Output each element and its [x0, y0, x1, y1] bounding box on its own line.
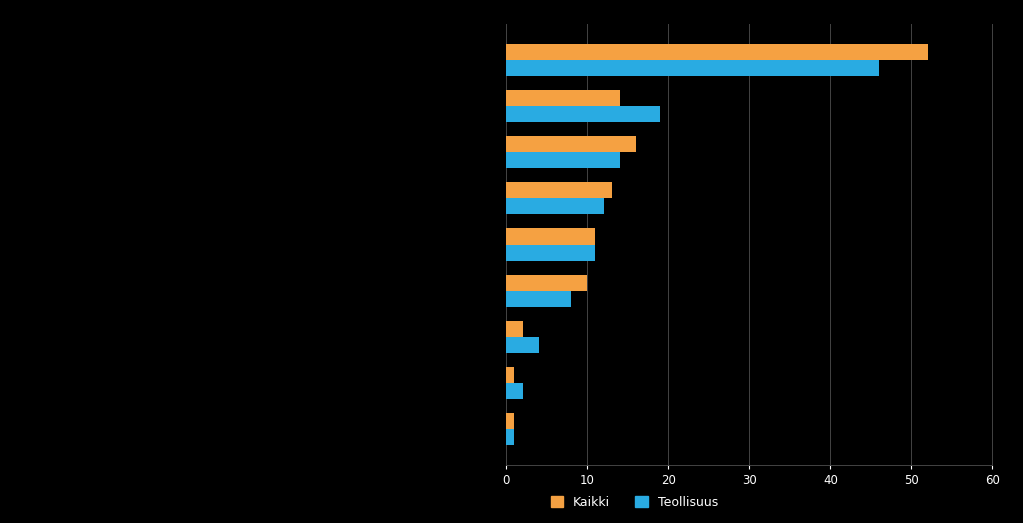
Bar	[506, 291, 571, 307]
Bar	[506, 106, 660, 122]
Bar	[506, 337, 539, 353]
Bar	[506, 198, 604, 214]
Bar	[506, 367, 515, 383]
Bar	[506, 321, 523, 337]
Bar	[506, 152, 620, 168]
Bar	[506, 245, 595, 260]
Bar	[506, 43, 928, 60]
Bar	[506, 429, 515, 446]
Legend: Kaikki, Teollisuus: Kaikki, Teollisuus	[545, 491, 723, 514]
Bar	[506, 90, 620, 106]
Bar	[506, 383, 523, 399]
Bar	[506, 275, 587, 291]
Bar	[506, 136, 636, 152]
Bar	[506, 413, 515, 429]
Bar	[506, 60, 879, 76]
Bar	[506, 229, 595, 245]
Bar	[506, 182, 612, 198]
